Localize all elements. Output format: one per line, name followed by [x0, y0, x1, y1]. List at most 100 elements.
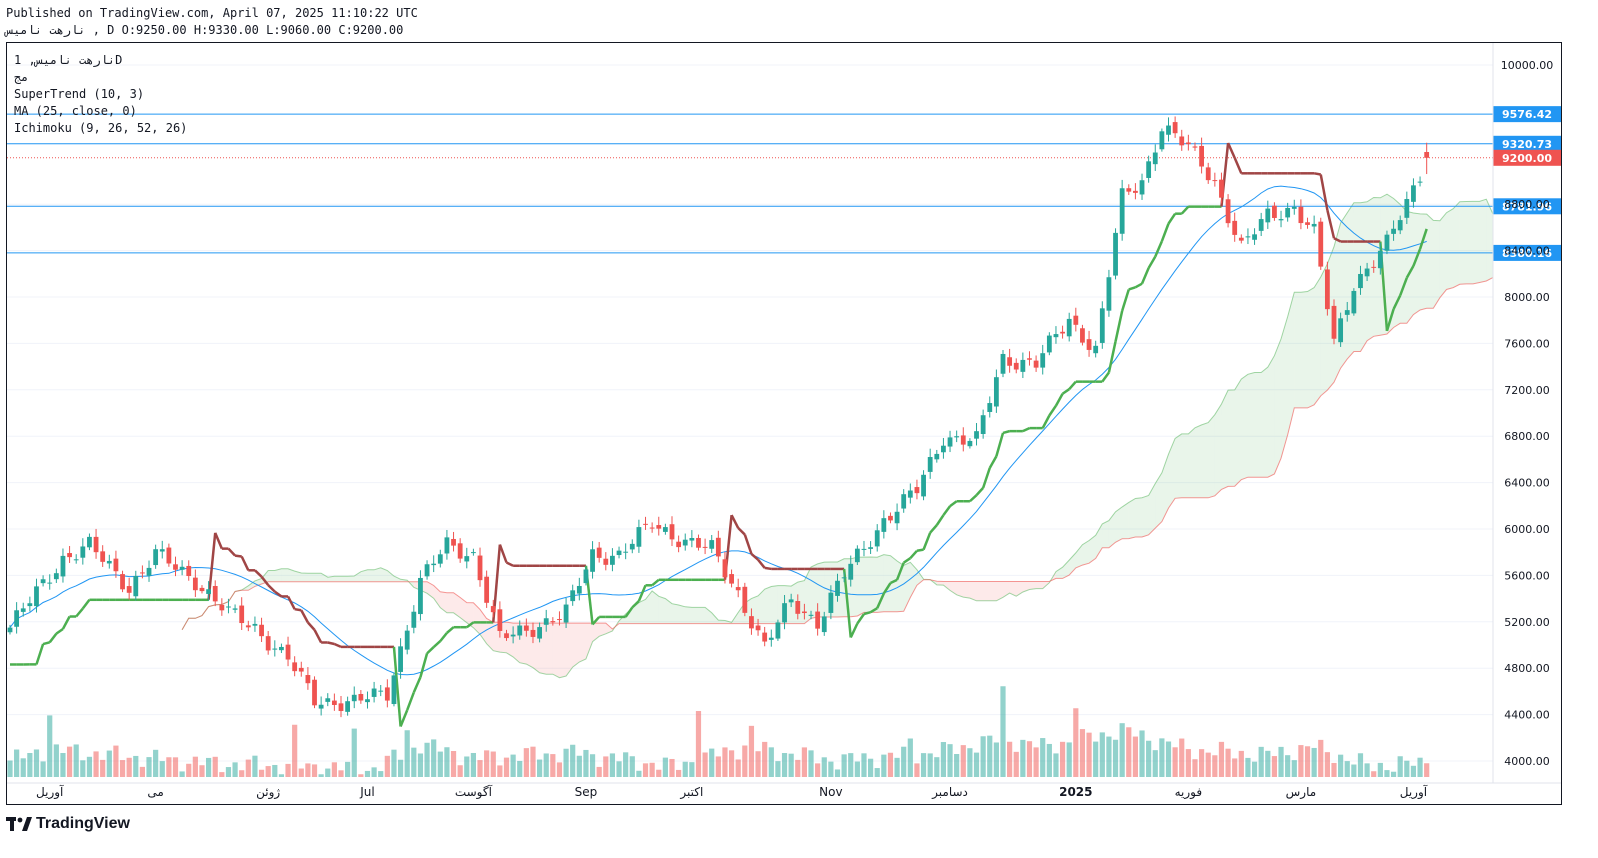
candle-body [265, 636, 271, 651]
cloud-segment [1314, 276, 1321, 405]
volume-bar [7, 760, 13, 777]
cloud-segment [1208, 414, 1215, 498]
volume-bar [53, 744, 59, 777]
volume-bar [980, 736, 986, 777]
volume-bar [417, 753, 424, 777]
candle-body [907, 490, 913, 498]
volume-bar [1086, 732, 1092, 777]
candle-body [901, 494, 907, 509]
cloud-segment [1128, 498, 1136, 539]
volume-bar [1073, 708, 1079, 777]
supertrend-segment [42, 641, 51, 646]
volume-bar [490, 751, 496, 777]
volume-bar [212, 756, 218, 777]
candle-body [431, 563, 437, 566]
candle-body [1086, 339, 1092, 350]
volume-bar [993, 742, 999, 777]
cloud-segment [956, 581, 964, 598]
ichimoku-label[interactable]: Ichimoku (9, 26, 52, 26) [14, 121, 188, 135]
volume-bar [1152, 750, 1158, 777]
y-tick-label: 6000.00 [1504, 523, 1550, 536]
cloud-segment [552, 623, 560, 678]
cloud-segment [969, 581, 977, 601]
volume-bar [1046, 743, 1052, 777]
volume-bar [133, 755, 139, 777]
candle-body [471, 552, 476, 554]
supertrend-segment [757, 558, 766, 569]
volume-bar [848, 753, 854, 777]
candle-body [1046, 335, 1052, 353]
volume-bar [1106, 736, 1112, 777]
supertrend-segment [1313, 172, 1321, 176]
supertrend-segment [392, 646, 402, 727]
cloud-segment [579, 623, 586, 662]
supertrend-segment [1180, 205, 1190, 215]
cloud-segment [1241, 374, 1248, 480]
tradingview-logo[interactable]: TradingView [6, 815, 130, 833]
volume-bar [272, 764, 278, 777]
volume-bar [404, 730, 410, 777]
volume-bar [239, 770, 245, 777]
candle-body [1020, 359, 1026, 372]
volume-bar [172, 757, 179, 777]
volume-bar [1000, 686, 1006, 777]
volume-bar [1424, 763, 1430, 777]
volume-bar [1251, 761, 1258, 777]
cloud-segment [705, 607, 712, 624]
candle-body [1119, 188, 1125, 234]
volume-bar [1278, 746, 1284, 777]
candle-body [451, 538, 456, 546]
volume-bar [1192, 759, 1198, 777]
volume-bar [550, 754, 556, 777]
candle-body [841, 577, 847, 579]
candle-body [113, 558, 119, 572]
candle-body [947, 437, 953, 447]
cloud-segment [1022, 581, 1030, 593]
candle-body [835, 580, 840, 596]
candle-body [1232, 220, 1238, 235]
candle-body [1305, 222, 1310, 225]
candle-body [636, 527, 642, 547]
cloud-segment [672, 603, 679, 624]
cloud-segment [996, 581, 1003, 601]
volume-bar [1053, 753, 1059, 777]
cloud-segment [268, 570, 275, 582]
supertrend-segment [1160, 223, 1170, 242]
candle-body [378, 690, 384, 692]
candle-body [993, 377, 999, 407]
chart-canvas[interactable]: 9576.42 9320.73 8781.96 8380.16 9200.00 4000.… [7, 43, 1561, 804]
candle-body [259, 624, 264, 637]
volume-bar [1026, 741, 1033, 777]
chart-frame[interactable]: 9576.42 9320.73 8781.96 8380.16 9200.00 4000.… [6, 42, 1562, 805]
ma-label[interactable]: MA (25, close, 0) [14, 104, 137, 118]
cloud-segment [718, 620, 725, 624]
candle-body [504, 633, 509, 639]
candle-body [980, 415, 986, 435]
supertrend-segment [876, 592, 885, 609]
cloud-segment [758, 589, 765, 624]
candle-body [550, 621, 556, 623]
candle-body [318, 704, 324, 709]
volume-bar [371, 767, 377, 777]
volume-bar [934, 757, 940, 777]
candle-body [179, 566, 185, 570]
candle-body [1417, 181, 1423, 183]
candle-body [927, 457, 933, 472]
candle-body [186, 565, 192, 577]
candle-body [1080, 328, 1085, 343]
candle-body [140, 572, 145, 574]
volume-bar [1298, 745, 1304, 777]
volume-bar [80, 760, 86, 777]
cloud-segment [473, 602, 481, 635]
supertrend-segment [1418, 228, 1428, 250]
candle-body [874, 530, 880, 547]
volume-bar [954, 754, 960, 777]
x-tick-label: Nov [819, 785, 842, 799]
volume-bar [1265, 750, 1271, 777]
candle-body [649, 527, 655, 529]
volume-bar [305, 763, 311, 777]
supertrend-segment [406, 691, 415, 711]
volume-bar [1404, 760, 1410, 777]
supertrend-label[interactable]: SuperTrend (10, 3) [14, 87, 145, 101]
cloud-segment [301, 573, 308, 582]
